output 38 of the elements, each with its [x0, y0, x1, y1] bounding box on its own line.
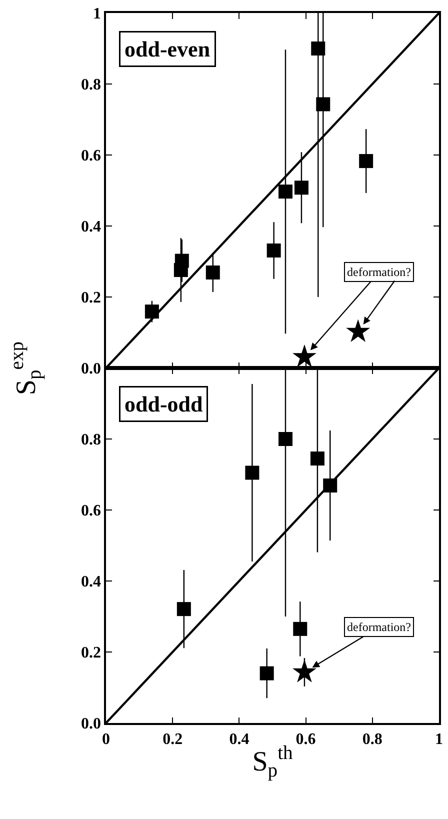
point: [293, 622, 308, 636]
point: [292, 344, 316, 368]
text: odd-even: [124, 36, 210, 62]
point: [311, 42, 326, 56]
point: [316, 97, 330, 112]
y-tick-label: 0.8: [81, 76, 102, 94]
point: [278, 432, 292, 446]
point: [176, 602, 191, 616]
annotation: deformation?: [347, 620, 411, 634]
annotation: deformation?: [347, 265, 411, 279]
x-tick-label: 1: [435, 730, 443, 748]
point: [278, 184, 292, 199]
y-tick-label: 0.4: [81, 218, 102, 236]
point: [260, 666, 274, 680]
point: [346, 319, 370, 342]
x-tick-label: 0: [102, 730, 110, 748]
point: [359, 154, 374, 168]
y-tick-label: 0.0: [81, 360, 102, 378]
point: [206, 266, 220, 280]
x-tick-label: 0.4: [229, 730, 250, 748]
y-tick-label: 0.0: [81, 716, 102, 733]
y-tick-label: 0.4: [81, 574, 102, 591]
y-tick-label: 0.2: [81, 644, 102, 662]
x-tick-label: 0.6: [296, 730, 316, 748]
point: [310, 452, 324, 466]
point: [245, 466, 260, 480]
x-tick-label: 0.8: [362, 730, 382, 748]
y-tick-label: 1: [93, 6, 102, 23]
point: [174, 254, 189, 268]
text: odd-odd: [124, 392, 203, 416]
y-tick-label: 0.6: [81, 148, 102, 165]
y-tick-label: 0.8: [81, 432, 102, 449]
point: [266, 244, 281, 258]
y-tick-label: 0.6: [81, 502, 102, 520]
point: [294, 180, 308, 195]
y-tick-label: 0.2: [81, 290, 102, 307]
x-tick-label: 0.2: [162, 730, 183, 748]
point: [292, 660, 316, 682]
